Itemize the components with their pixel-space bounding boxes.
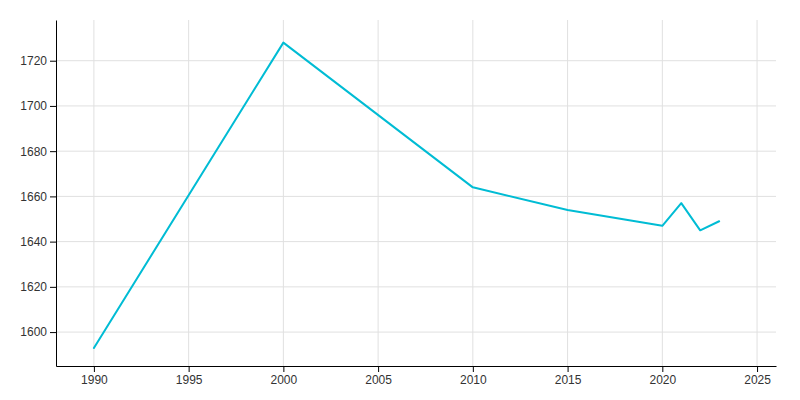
grid-line-y [56,241,776,242]
y-tick: 1700 [20,99,56,113]
grid-line-y [56,105,776,106]
y-tick: 1680 [20,145,56,159]
grid-line-y [56,332,776,333]
x-tick: 2000 [271,366,298,387]
grid-line-x [378,20,379,366]
y-axis: 1600 1620 1640 1660 1680 1700 1720 [20,21,56,367]
grid-line-y [56,151,776,152]
grid-line-x [757,20,758,366]
y-tick-mark [50,332,56,333]
grid-line-x [472,20,473,366]
y-tick-mark [50,151,56,152]
x-axis: 1990 1995 2000 2005 2010 2015 2020 2025 [57,366,777,387]
y-tick: 1660 [20,190,56,204]
x-tick: 2005 [365,366,392,387]
x-tick-mark [94,366,95,372]
chart-svg: 1990 1995 2000 2005 2010 2015 2020 2025 1600 1620… [0,0,800,400]
grid-line-y [56,60,776,61]
x-tick-mark [568,366,569,372]
y-tick-mark [50,196,56,197]
x-tick-label: 1990 [81,373,108,387]
x-tick-mark [473,366,474,372]
grid-line-y [56,196,776,197]
y-tick-label: 1660 [20,190,47,204]
x-tick-mark [662,366,663,372]
y-tick-mark [50,106,56,107]
x-tick-mark [283,366,284,372]
x-tick: 2025 [744,366,771,387]
grid [56,20,776,366]
x-tick: 2020 [649,366,676,387]
y-tick: 1620 [20,280,56,294]
y-tick-mark [50,61,56,62]
grid-line-x [662,20,663,366]
x-tick-mark [757,366,758,372]
y-tick: 1640 [20,235,56,249]
chart-container: 1990 1995 2000 2005 2010 2015 2020 2025 1600 1620… [0,0,800,400]
x-tick-label: 2000 [271,373,298,387]
y-tick-label: 1720 [20,54,47,68]
y-tick-label: 1700 [20,99,47,113]
x-tick-label: 2020 [649,373,676,387]
y-axis-line [56,21,57,367]
x-tick: 1995 [176,366,203,387]
y-tick: 1600 [20,325,56,339]
x-tick-label: 2005 [365,373,392,387]
x-tick-label: 2025 [744,373,771,387]
y-tick-label: 1600 [20,325,47,339]
x-tick-label: 2015 [555,373,582,387]
y-tick-mark [50,242,56,243]
plot-area [94,43,719,348]
x-axis-line [57,366,777,367]
y-tick-label: 1640 [20,235,47,249]
x-tick-label: 2010 [460,373,487,387]
grid-line-x [567,20,568,366]
y-tick-label: 1680 [20,145,47,159]
x-tick-mark [189,366,190,372]
x-tick: 2010 [460,366,487,387]
y-tick-mark [50,287,56,288]
y-tick-label: 1620 [20,280,47,294]
x-tick: 2015 [555,366,582,387]
grid-line-y [56,286,776,287]
x-tick-label: 1995 [176,373,203,387]
x-tick: 1990 [81,366,108,387]
data-line [94,43,719,348]
grid-line-x [93,20,94,366]
grid-line-x [283,20,284,366]
x-tick-mark [378,366,379,372]
y-tick: 1720 [20,54,56,68]
